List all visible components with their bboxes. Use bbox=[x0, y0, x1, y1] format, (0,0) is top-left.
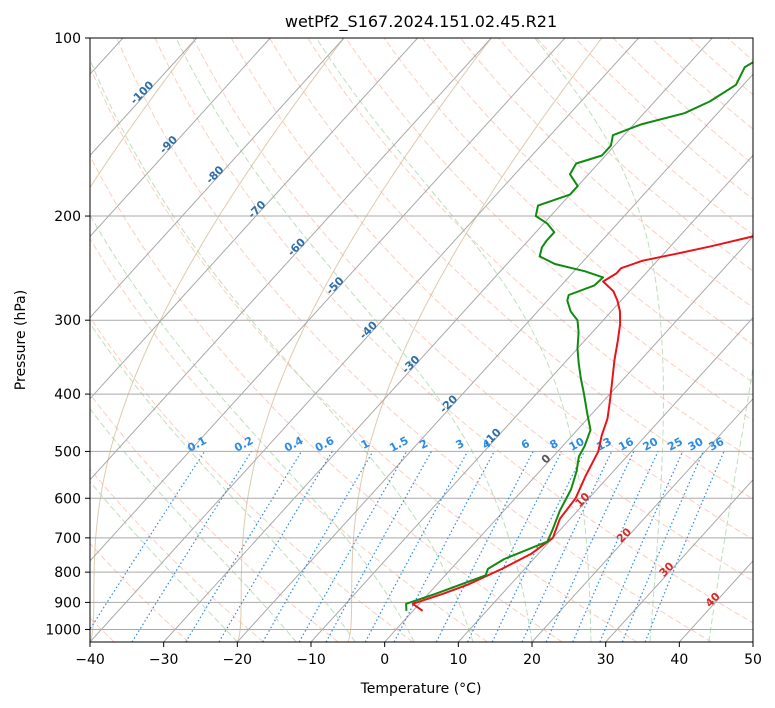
temperature-line bbox=[411, 235, 753, 612]
isotherm bbox=[90, 38, 492, 481]
mixing-ratio-label: 16 bbox=[616, 435, 636, 454]
y-tick-label: 900 bbox=[54, 595, 81, 611]
dewpoint-line bbox=[405, 61, 753, 611]
x-tick-label: 50 bbox=[744, 652, 762, 668]
dry-adiabat bbox=[90, 154, 563, 642]
x-tick-label: 0 bbox=[380, 652, 389, 668]
moist-adiabat bbox=[90, 408, 297, 642]
x-tick-label: −30 bbox=[149, 652, 179, 668]
isotherm bbox=[90, 38, 345, 319]
isotherm bbox=[236, 73, 753, 642]
y-tick-label: 200 bbox=[54, 209, 81, 225]
mixing-ratio-label: 36 bbox=[707, 435, 727, 454]
y-tick-label: 600 bbox=[54, 491, 81, 507]
x-tick-label: 20 bbox=[523, 652, 541, 668]
isotherm bbox=[531, 397, 753, 642]
mixing-ratio-line bbox=[185, 451, 303, 642]
mixing-ratio-label: 25 bbox=[665, 435, 685, 454]
mixing-ratio-line bbox=[298, 451, 408, 642]
mixing-ratio-line bbox=[599, 451, 684, 642]
x-tick-label: −10 bbox=[296, 652, 326, 668]
mixing-ratio-line bbox=[644, 451, 725, 642]
dry-adiabat bbox=[269, 38, 753, 500]
dry-adiabat bbox=[766, 38, 775, 642]
isotherm bbox=[384, 235, 753, 642]
mixing-ratio-line bbox=[545, 451, 635, 642]
moist-adiabat bbox=[708, 364, 753, 642]
dry-adiabat bbox=[192, 38, 753, 582]
chart-title: wetPf2_S167.2024.151.02.45.R21 bbox=[285, 12, 557, 32]
theta-e-curve bbox=[236, 38, 492, 642]
theta-e-curve bbox=[90, 38, 345, 642]
dry-adiabat bbox=[345, 38, 753, 422]
dry-adiabat bbox=[90, 316, 414, 642]
isotherm bbox=[605, 479, 753, 642]
moist-adiabat bbox=[175, 38, 533, 642]
mixing-ratio-line bbox=[435, 451, 534, 642]
mixing-ratio-label: 20 bbox=[641, 435, 661, 454]
isotherm bbox=[90, 38, 418, 400]
x-tick-label: 30 bbox=[597, 652, 615, 668]
mixing-ratio-line bbox=[466, 451, 563, 642]
plot-frame bbox=[89, 37, 754, 643]
theta-e-curve bbox=[347, 38, 603, 642]
isotherm bbox=[90, 38, 566, 562]
plot-background bbox=[90, 38, 753, 642]
dry-adiabat bbox=[460, 38, 753, 309]
dry-adiabat bbox=[154, 38, 753, 624]
moist-adiabat bbox=[90, 322, 356, 642]
x-tick-label: 10 bbox=[449, 652, 467, 668]
isotherm bbox=[90, 38, 639, 642]
mixing-ratio-line bbox=[621, 451, 704, 642]
isotherm bbox=[90, 38, 197, 157]
mixing-ratio-line bbox=[364, 451, 469, 642]
dry-adiabat bbox=[90, 65, 638, 642]
y-tick-label: 100 bbox=[54, 31, 81, 47]
mixing-ratio-line bbox=[572, 451, 659, 642]
mixing-ratio-label: 10 bbox=[567, 435, 587, 454]
isotherm bbox=[310, 154, 753, 642]
moist-adiabat bbox=[90, 214, 415, 642]
isotherm bbox=[752, 641, 753, 642]
moist-adiabat bbox=[90, 481, 238, 642]
isotherm bbox=[90, 38, 271, 238]
y-tick-label: 700 bbox=[54, 531, 81, 547]
x-tick-label: 40 bbox=[670, 652, 688, 668]
x-axis-title: Temperature (°C) bbox=[360, 681, 482, 697]
mixing-ratio-line bbox=[325, 451, 432, 642]
y-tick-label: 500 bbox=[54, 444, 81, 460]
profile-series bbox=[405, 61, 753, 612]
axes: −40 −30 −20 −10 0 10 20 30 40 50 1000 900 800 700 600 5… bbox=[45, 31, 762, 668]
y-tick-label: 1000 bbox=[45, 622, 81, 638]
y-tick-label: 300 bbox=[54, 313, 81, 329]
dry-adiabat bbox=[383, 38, 753, 383]
isotherm bbox=[163, 38, 713, 642]
background-lines bbox=[90, 38, 775, 642]
moist-adiabat bbox=[90, 58, 474, 642]
y-axis-title: Pressure (hPa) bbox=[13, 290, 29, 390]
x-tick-label: −40 bbox=[75, 652, 105, 668]
y-tick-label: 800 bbox=[54, 565, 81, 581]
mixing-ratio-line bbox=[90, 451, 206, 631]
mixing-ratio-label: 30 bbox=[686, 435, 706, 454]
dry-adiabat bbox=[90, 468, 264, 642]
dry-adiabat bbox=[90, 237, 488, 642]
y-tick-label: 400 bbox=[54, 387, 81, 403]
x-tick-label: −20 bbox=[223, 652, 253, 668]
moist-adiabat bbox=[534, 38, 664, 642]
